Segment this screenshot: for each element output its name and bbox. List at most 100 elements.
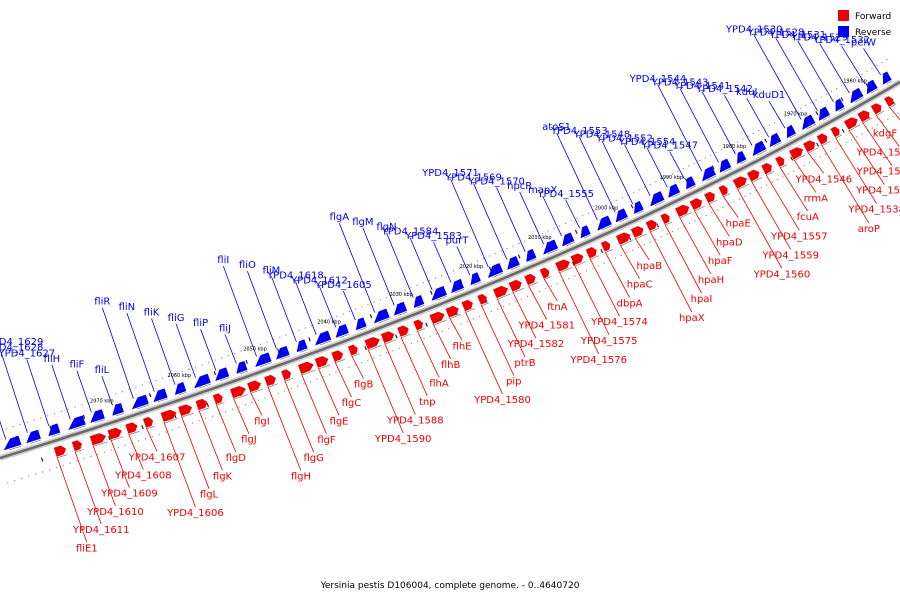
scale-dot [810,102,812,104]
gene-arrow-shade [654,200,666,207]
kbp-label: 2010 kbp [528,235,552,241]
gene-label: YPD4_1575 [580,336,638,347]
scale-dot [5,428,8,430]
scale-dot [733,201,735,203]
gene-arrow-shade [473,281,482,286]
label-leader [863,48,881,76]
gene-label: fliJ [219,323,231,334]
scale-dot [367,359,369,361]
scale-dot [688,222,691,225]
gene-arrow-shade [635,233,646,240]
gene-arrow-shade [465,308,475,313]
gene-label: flgN [376,222,396,233]
scale-dot [354,364,356,366]
scale-dot [643,244,645,246]
gene-arrow-shade [93,441,108,447]
scale-dot [410,342,413,345]
gene-label: YPD4_1584 [381,227,439,238]
gene-arrow [315,330,332,346]
scale-dot [14,480,16,482]
gene-label: YPD4_1543 [651,78,709,89]
label-leader [565,199,580,229]
gene-label: kdgF [873,128,897,139]
gene-label: YPD4_1605 [314,280,372,291]
scale-dot [121,391,124,393]
gene-label: YPD4_1540 [855,186,900,197]
label-leader [284,380,315,453]
gene-arrow-shade [128,431,140,436]
scale-dot [101,397,103,399]
gene-arrow-shade [335,358,346,364]
scale-dot [117,447,120,449]
gene-arrow-shade [565,241,575,247]
scale-dot [148,382,150,384]
gene-arrow-shade [708,199,718,205]
scale-dot [205,417,207,420]
label-leader [722,195,739,218]
position-ticks [5,58,899,484]
scale-dot [410,287,412,289]
gene-arrow [429,311,445,325]
scale-dot [564,222,567,225]
gene-arrow-shade [889,103,896,109]
gene-arrow [215,367,230,382]
scale-dot [887,118,889,120]
scale-dot [178,426,180,429]
scale-dot [316,378,318,380]
scale-dot [591,267,593,270]
gene-arrow-shade [689,185,697,190]
scale-dot [296,385,299,387]
gene-arrow [732,176,747,189]
label-leader [247,271,277,350]
gene-arrow-shade [821,141,831,147]
scale-dot [882,121,884,123]
scale-dot [373,301,375,303]
gene-arrow [314,356,329,368]
scale-dot [12,426,14,428]
label-leader [74,451,102,525]
scale-dot [881,61,883,64]
scale-dot [824,153,827,155]
gene-label: YPD4_1541 [673,81,731,92]
scale-dot [604,204,607,207]
scale-dot [805,104,807,107]
gene-arrow-shade [637,210,645,215]
scale-dot [773,121,776,124]
scale-dot [367,303,369,306]
gene-label: fliI [217,255,229,266]
gene-arrow-shade [239,370,248,375]
gene-label: YPD4_1560 [753,269,811,280]
gene-arrow [297,361,314,375]
scale-dot [747,135,749,137]
gene-arrow [789,147,804,160]
gene-arrow-shade [136,404,150,410]
scale-dot [104,451,106,453]
scale-dot [360,362,363,364]
label-leader [56,456,88,543]
gene-arrow [719,158,732,173]
scale-dot [238,406,240,408]
gene-arrow-shade [267,383,278,388]
label-leader [753,35,802,120]
gene-label: YPD4_1590 [374,434,432,445]
scale-dot [151,435,153,438]
gene-arrow-shade [319,340,332,346]
scale-dot [110,449,113,451]
scale-dot [35,473,37,475]
scale-dot [323,320,325,322]
label-leader [543,278,558,302]
gene-arrow-shade [301,369,316,376]
gene-label: YPD4_1571 [421,168,479,179]
gene-arrow-shade [157,398,168,403]
gene-label: rrmA [804,193,829,204]
gene-label: flgK [213,471,233,482]
scale-dot [700,217,702,219]
scale-dot [277,392,279,394]
genome-caption: Yersinia pestis D106004, complete genome… [320,581,580,591]
gene-arrow-shade [601,225,613,231]
gene-arrow-shade [794,154,806,161]
scale-dot [861,73,863,75]
label-leader [779,166,809,212]
scale-dot [379,299,382,301]
gene-arrow-shade [737,183,750,191]
